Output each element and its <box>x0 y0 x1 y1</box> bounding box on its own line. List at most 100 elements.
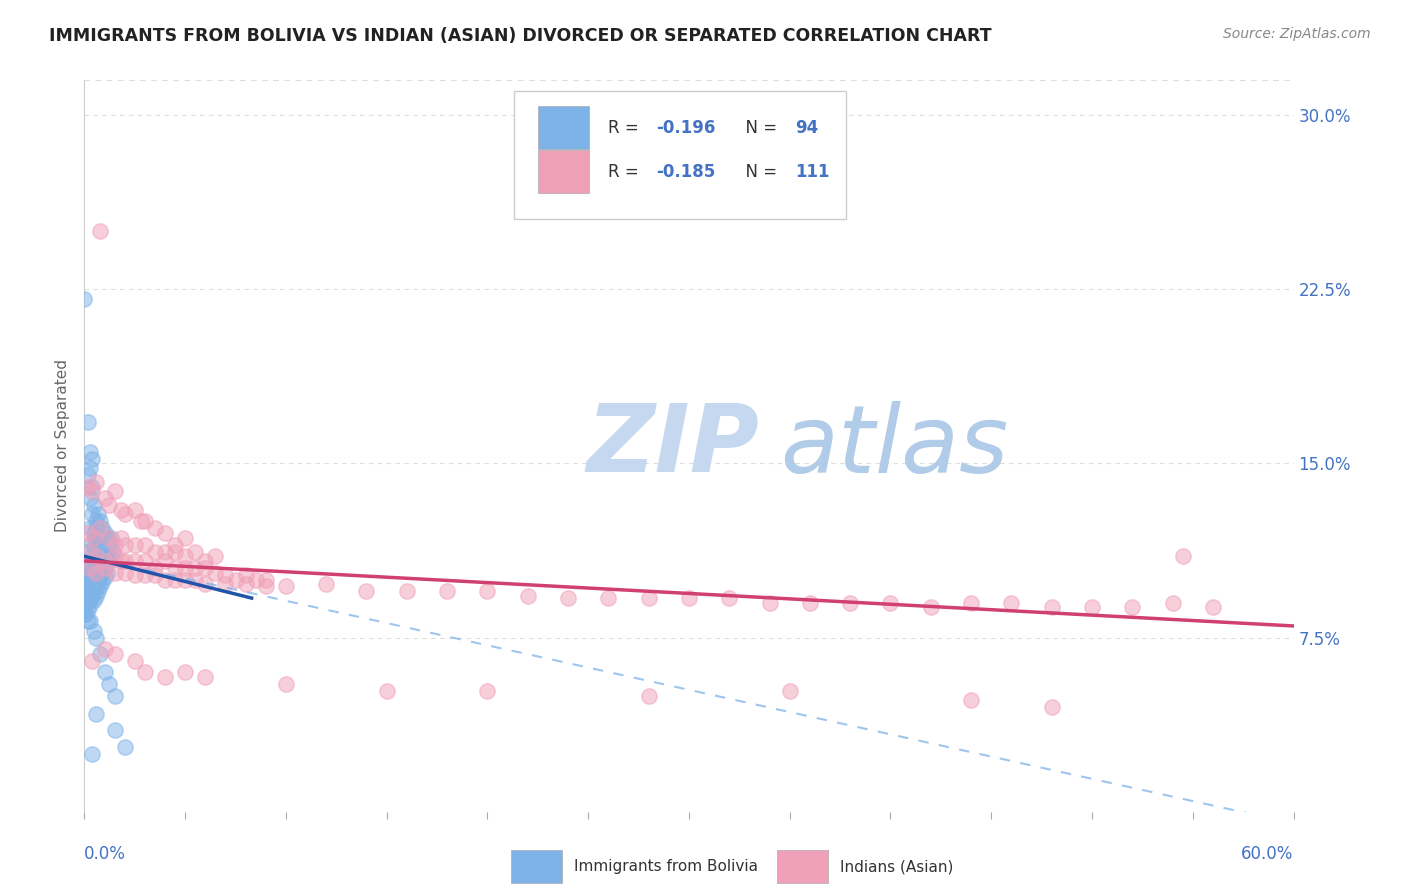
Point <box>124 654 146 668</box>
Point <box>100 549 122 564</box>
Point <box>89 561 111 575</box>
Point <box>82 480 104 494</box>
Text: R =: R = <box>607 119 644 136</box>
Point <box>235 577 257 591</box>
Point <box>124 538 146 552</box>
Point <box>86 475 108 489</box>
Point <box>87 531 110 545</box>
Point <box>960 693 983 707</box>
Point <box>89 521 111 535</box>
Point <box>83 526 105 541</box>
Point <box>83 574 105 589</box>
Point <box>93 544 115 558</box>
Point <box>124 567 146 582</box>
Point <box>174 561 197 575</box>
Point <box>101 544 124 558</box>
Point <box>93 665 115 680</box>
Point <box>960 596 983 610</box>
Point <box>82 589 104 603</box>
Point <box>77 468 100 483</box>
Point <box>77 615 100 629</box>
Point <box>82 654 104 668</box>
Point <box>83 540 105 554</box>
Point <box>96 549 118 564</box>
Point <box>87 566 110 580</box>
Point <box>79 593 101 607</box>
Point <box>174 549 197 564</box>
Point <box>97 531 120 545</box>
Point <box>75 607 97 622</box>
Point <box>153 670 176 684</box>
Point <box>637 591 659 606</box>
Point <box>194 554 217 568</box>
Point <box>779 684 801 698</box>
Point <box>93 570 115 584</box>
Point <box>194 561 217 575</box>
Point <box>134 665 156 680</box>
Point <box>82 747 104 761</box>
Point <box>93 554 115 568</box>
Point <box>87 508 110 522</box>
Point <box>73 607 96 622</box>
Point <box>153 573 176 587</box>
Point <box>82 549 104 564</box>
Point <box>225 573 247 587</box>
Point <box>1081 600 1104 615</box>
Point <box>274 579 297 593</box>
Point <box>104 723 127 738</box>
Point <box>75 570 97 584</box>
Point <box>77 526 100 541</box>
Point <box>82 561 104 575</box>
Point <box>86 589 108 603</box>
Point <box>165 573 187 587</box>
Point <box>254 579 277 593</box>
Point <box>153 554 176 568</box>
Point <box>204 549 226 564</box>
FancyBboxPatch shape <box>512 850 562 883</box>
Point <box>73 598 96 612</box>
Point <box>87 554 110 568</box>
FancyBboxPatch shape <box>538 150 589 194</box>
Point <box>79 584 101 599</box>
FancyBboxPatch shape <box>778 850 828 883</box>
Point <box>134 538 156 552</box>
Point <box>86 566 108 580</box>
Point <box>1171 549 1194 564</box>
Point <box>678 591 700 606</box>
Text: R =: R = <box>607 162 644 181</box>
Point <box>79 598 101 612</box>
Point <box>110 554 132 568</box>
Point <box>86 515 108 529</box>
Point <box>184 544 207 558</box>
Text: 94: 94 <box>796 119 818 136</box>
Text: atlas: atlas <box>780 401 1008 491</box>
Point <box>315 577 337 591</box>
Point <box>395 584 418 599</box>
Point <box>93 642 115 657</box>
Point <box>87 584 110 599</box>
Point <box>96 531 118 545</box>
Point <box>93 554 115 568</box>
Point <box>82 484 104 499</box>
Point <box>165 561 187 575</box>
Point <box>165 544 187 558</box>
Point <box>129 515 152 529</box>
Point <box>77 589 100 603</box>
Point <box>920 600 942 615</box>
Point <box>77 480 100 494</box>
Point <box>143 544 166 558</box>
Point <box>89 647 111 661</box>
Point <box>89 570 111 584</box>
Point <box>75 589 97 603</box>
Point <box>114 554 136 568</box>
Point <box>79 521 101 535</box>
Point <box>254 573 277 587</box>
Point <box>174 531 197 545</box>
Point <box>79 544 101 558</box>
Point <box>73 292 96 306</box>
Point <box>124 554 146 568</box>
Point <box>77 579 100 593</box>
Point <box>89 531 111 545</box>
Point <box>86 561 108 575</box>
Point <box>114 538 136 552</box>
